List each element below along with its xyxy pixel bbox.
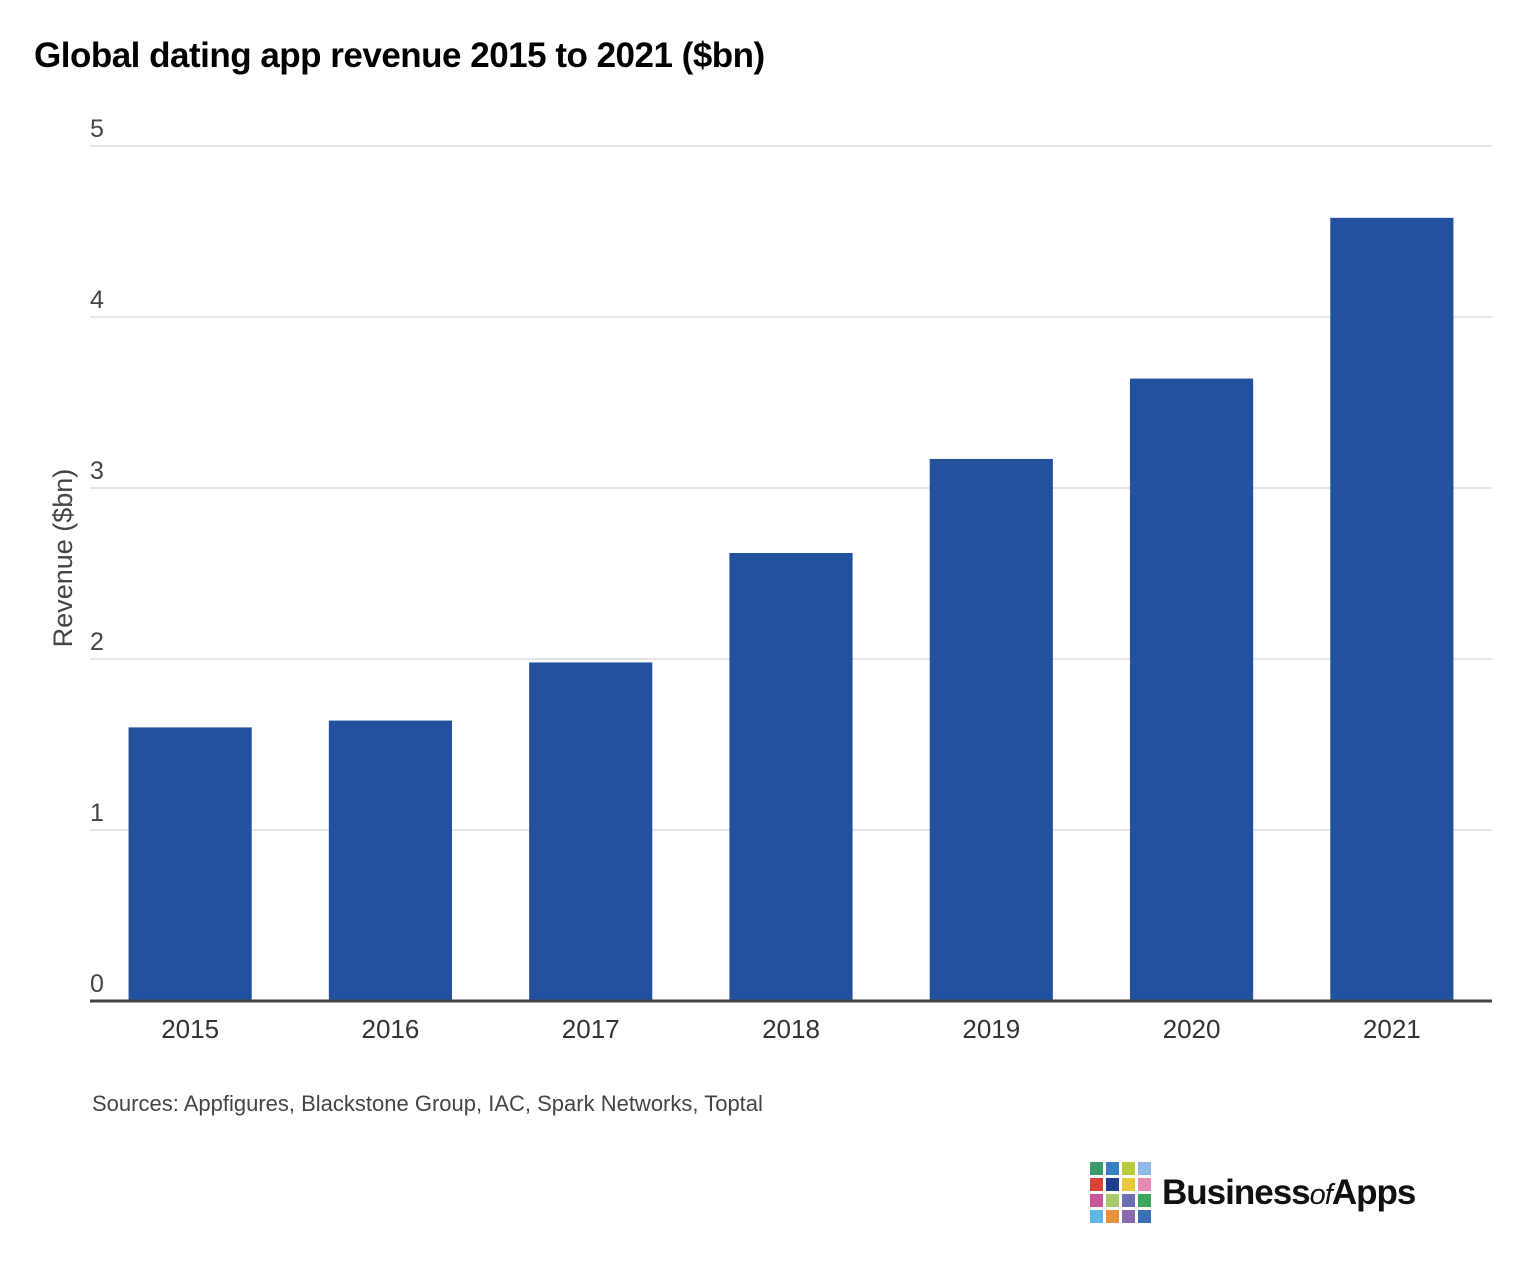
- logo-mosaic-icon: [1090, 1162, 1151, 1223]
- logo-tile: [1106, 1210, 1119, 1223]
- logo-tile: [1122, 1210, 1135, 1223]
- bar-2021: [1330, 217, 1454, 1001]
- logo-tile: [1138, 1210, 1151, 1223]
- logo-word-apps: Apps: [1331, 1172, 1416, 1212]
- logo-tile: [1090, 1162, 1103, 1175]
- y-tick-label: 2: [90, 628, 104, 656]
- chart-title: Global dating app revenue 2015 to 2021 (…: [34, 36, 765, 75]
- logo-wordmark: BusinessofApps: [1162, 1172, 1416, 1213]
- x-tick-label: 2018: [762, 1014, 820, 1044]
- x-tick-label: 2016: [362, 1014, 420, 1044]
- logo-tile: [1122, 1194, 1135, 1207]
- bar-2017: [529, 662, 653, 1001]
- y-tick-label: 4: [90, 286, 104, 314]
- x-tick-label: 2020: [1163, 1014, 1221, 1044]
- y-tick-label: 1: [90, 799, 104, 827]
- bar-2019: [929, 458, 1053, 1001]
- logo-word-of: of: [1309, 1178, 1333, 1211]
- logo-tile: [1138, 1194, 1151, 1207]
- y-tick-label: 0: [90, 970, 104, 998]
- bars: [128, 217, 1454, 1001]
- logo-tile: [1090, 1210, 1103, 1223]
- logo-tile: [1106, 1178, 1119, 1191]
- logo-tile: [1090, 1194, 1103, 1207]
- x-axis-ticks: 2015 2016 2017 2018 2019 2020 2021: [161, 1014, 1421, 1044]
- logo-tile: [1106, 1194, 1119, 1207]
- y-axis-ticks: 0 1 2 3 4 5: [90, 115, 104, 998]
- y-tick-label: 3: [90, 457, 104, 485]
- x-tick-label: 2021: [1363, 1014, 1421, 1044]
- bar-2018: [729, 552, 853, 1001]
- bar-2015: [128, 727, 252, 1001]
- sources-note: Sources: Appfigures, Blackstone Group, I…: [92, 1091, 763, 1116]
- y-tick-label: 5: [90, 115, 104, 143]
- x-tick-label: 2019: [962, 1014, 1020, 1044]
- x-tick-label: 2015: [161, 1014, 219, 1044]
- y-axis-title: Revenue ($bn): [48, 469, 78, 648]
- x-tick-label: 2017: [562, 1014, 620, 1044]
- logo-tile: [1122, 1162, 1135, 1175]
- logo-tile: [1122, 1178, 1135, 1191]
- logo-tile: [1106, 1162, 1119, 1175]
- logo-tile: [1138, 1178, 1151, 1191]
- bar-2020: [1129, 378, 1254, 1001]
- bar-2016: [328, 720, 453, 1001]
- businessofapps-logo: BusinessofApps: [1090, 1162, 1416, 1223]
- logo-tile: [1138, 1162, 1151, 1175]
- logo-tile: [1090, 1178, 1103, 1191]
- logo-word-business: Business: [1162, 1172, 1311, 1212]
